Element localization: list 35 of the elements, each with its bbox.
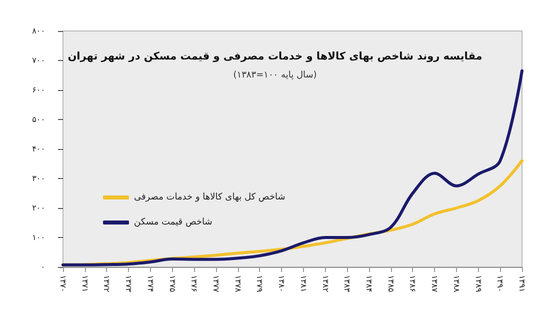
x-tick-label: ۱۳۹۰ <box>496 275 505 292</box>
y-tick-label: ۵۰۰ <box>32 115 45 124</box>
y-tick-label: ۴۰۰ <box>32 144 45 154</box>
x-tick-label: ۱۳۷۳ <box>124 275 134 293</box>
x-tick-label: ۱۳۸۶ <box>408 275 418 292</box>
y-tick-label: ۷۰۰ <box>32 56 45 65</box>
y-tick-label: ۶۰۰ <box>32 86 45 94</box>
x-tick-label: ۱۳۷۱ <box>80 275 90 292</box>
x-tick-label: ۱۳۷۸ <box>233 275 242 293</box>
y-tick-label: ۰ <box>40 262 45 272</box>
x-tick-label: ۱۳۹۱ <box>518 275 526 292</box>
x-tick-label: ۱۳۸۲ <box>320 275 330 292</box>
x-tick-label: ۱۳۷۵ <box>168 275 177 292</box>
y-tick-label: ۳۰۰ <box>32 174 45 183</box>
text: مقایسه روند شاخص بهای کالاها و خدمات مصرفی و قیمت مسکن در شهر تهران <box>68 50 482 62</box>
x-tick-label: ۱۳۷۶ <box>190 275 199 292</box>
y-tick-label: ۱۰۰ <box>32 233 45 242</box>
legend-label: شاخص کل بهای کالاها و خدمات مصرفی <box>134 192 286 202</box>
x-tick-label: ۱۳۸۷ <box>430 275 440 293</box>
text: (سال پایه ۱۰۰=۱۳۸۳) <box>233 70 317 80</box>
y-tick-label: ۲۰۰ <box>32 204 45 212</box>
x-tick-label: ۱۳۸۴ <box>364 275 374 292</box>
x-tick-label: ۱۳۸۹ <box>474 275 483 292</box>
x-tick-label: ۱۳۸۵ <box>386 275 396 292</box>
legend-label: شاخص قیمت مسکن <box>134 218 212 228</box>
x-tick-label: ۱۳۸۱ <box>298 275 308 292</box>
x-tick-label: ۱۳۷۹ <box>255 275 264 292</box>
x-tick-label: ۱۳۷۰ <box>58 275 68 292</box>
x-tick-label: ۱۳۷۴ <box>146 275 155 292</box>
x-tick-label: ۱۳۸۳ <box>342 275 352 293</box>
x-tick-label: ۱۳۸۸ <box>452 275 461 293</box>
x-tick-label: ۱۳۸۰ <box>277 275 286 292</box>
x-tick-label: ۱۳۷۲ <box>102 275 112 292</box>
y-tick-label: ۸۰۰ <box>32 26 45 36</box>
x-tick-label: ۱۳۷۷ <box>212 275 220 293</box>
